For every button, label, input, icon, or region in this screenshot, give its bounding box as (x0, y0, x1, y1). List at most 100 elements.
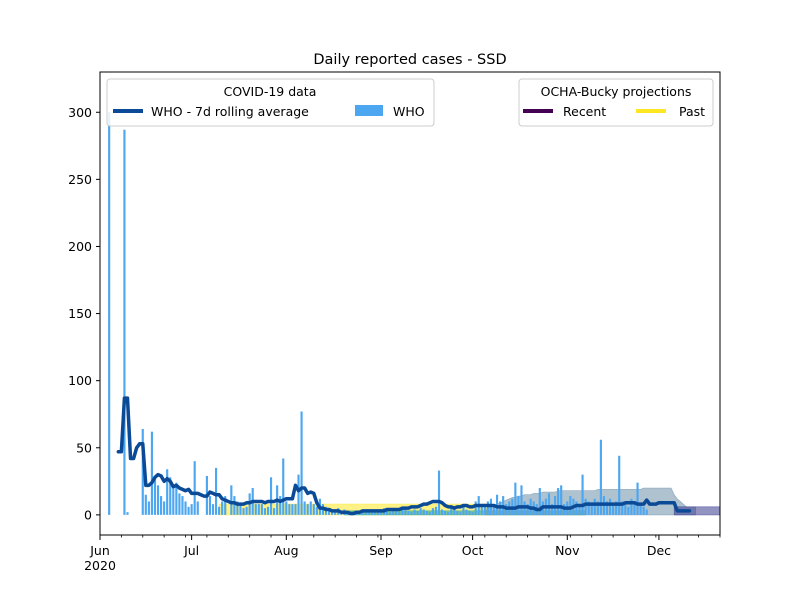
who-bar (431, 508, 434, 515)
plot-bars (108, 112, 648, 515)
who-bar (236, 501, 239, 515)
who-bar (208, 496, 212, 515)
who-bar (294, 504, 297, 515)
who-bar (557, 488, 560, 515)
who-bar (297, 474, 300, 515)
who-bar (214, 467, 218, 515)
who-bar (303, 501, 306, 515)
who-bar (410, 512, 413, 515)
who-bar (172, 488, 175, 515)
y-tick-label: 300 (68, 105, 92, 120)
who-bar (190, 504, 193, 515)
who-bar (166, 469, 169, 515)
legend-covid-frame (106, 78, 435, 127)
x-tick-label: Aug (274, 543, 298, 558)
who-bar (624, 504, 627, 515)
who-bar (615, 501, 618, 515)
who-bar (196, 501, 199, 515)
who-bar (379, 510, 383, 515)
who-bar (218, 506, 221, 515)
who-bar (560, 485, 563, 515)
who-bar (242, 508, 245, 515)
who-bar (328, 508, 331, 515)
who-bar (355, 513, 358, 515)
legend-covid: COVID-19 data WHO - 7d rolling average W… (106, 78, 435, 127)
legend-who-swatch (355, 105, 383, 116)
who-bar (425, 510, 428, 515)
who-bar (108, 112, 111, 515)
who-bar (618, 455, 621, 515)
who-bar (456, 510, 459, 515)
who-bar (434, 506, 438, 515)
who-bar (273, 508, 276, 515)
who-bar (474, 501, 477, 515)
who-bar (584, 498, 587, 515)
x-tick-label: Nov (555, 543, 580, 558)
who-bar (211, 504, 215, 515)
who-bar (187, 506, 190, 515)
who-bar (407, 510, 410, 515)
who-bar (575, 501, 578, 515)
who-bar (462, 506, 465, 515)
who-bar (459, 512, 462, 515)
who-bar (416, 510, 419, 515)
who-bar (492, 504, 496, 515)
who-bar (309, 501, 312, 515)
who-bar (123, 129, 126, 515)
who-bar (144, 494, 147, 515)
who-bar (621, 501, 624, 515)
who-bar (269, 477, 273, 515)
who-bar (468, 510, 471, 515)
who-bar (395, 510, 398, 515)
who-bar (373, 512, 376, 515)
who-bar (486, 501, 489, 515)
who-bar (263, 508, 266, 515)
who-bar (233, 496, 236, 515)
who-bar (636, 482, 639, 515)
who-bar (645, 509, 648, 515)
chart-title: Daily reported cases - SSD (313, 52, 506, 68)
who-bar (593, 498, 596, 515)
y-tick-label: 200 (68, 239, 92, 254)
plot-lines (116, 396, 692, 516)
who-bar (279, 496, 282, 515)
plot-frame (99, 71, 721, 536)
who-bar (288, 504, 291, 515)
legend-recent-label: Recent (563, 104, 606, 119)
x-tick-label: Jun (89, 543, 110, 558)
who-bar (444, 510, 447, 515)
legend-rolling-average-label: WHO - 7d rolling average (151, 104, 309, 119)
who-bar (605, 501, 609, 515)
legend-ocha-title: OCHA-Bucky projections (541, 84, 692, 99)
who-bar (596, 501, 599, 515)
who-bar (386, 510, 389, 515)
who-bar (639, 504, 642, 515)
who-bar (587, 501, 590, 515)
who-bar (163, 501, 166, 515)
legend-past-label: Past (679, 104, 705, 119)
who-bar (224, 496, 227, 515)
who-bar (437, 470, 441, 515)
who-bar (453, 509, 456, 515)
who-bar (419, 508, 422, 515)
who-bar (514, 482, 517, 515)
who-bar (450, 508, 453, 515)
who-bar (590, 504, 593, 515)
who-bar (239, 504, 242, 515)
who-bar (480, 506, 483, 515)
y-tick-label: 0 (84, 507, 92, 522)
x-tick-label: Dec (647, 543, 671, 558)
x-tick-label: Jul (183, 543, 199, 558)
who-bar (141, 428, 144, 515)
who-bar (230, 485, 233, 515)
who-bar (367, 512, 370, 515)
who-bar (306, 504, 309, 515)
who-bar (153, 477, 157, 515)
who-bar (441, 509, 444, 515)
y-tick-label: 150 (68, 306, 92, 321)
who-bar (526, 504, 529, 515)
who-bar (245, 506, 248, 515)
who-bar (175, 482, 178, 515)
who-bar (315, 506, 318, 515)
